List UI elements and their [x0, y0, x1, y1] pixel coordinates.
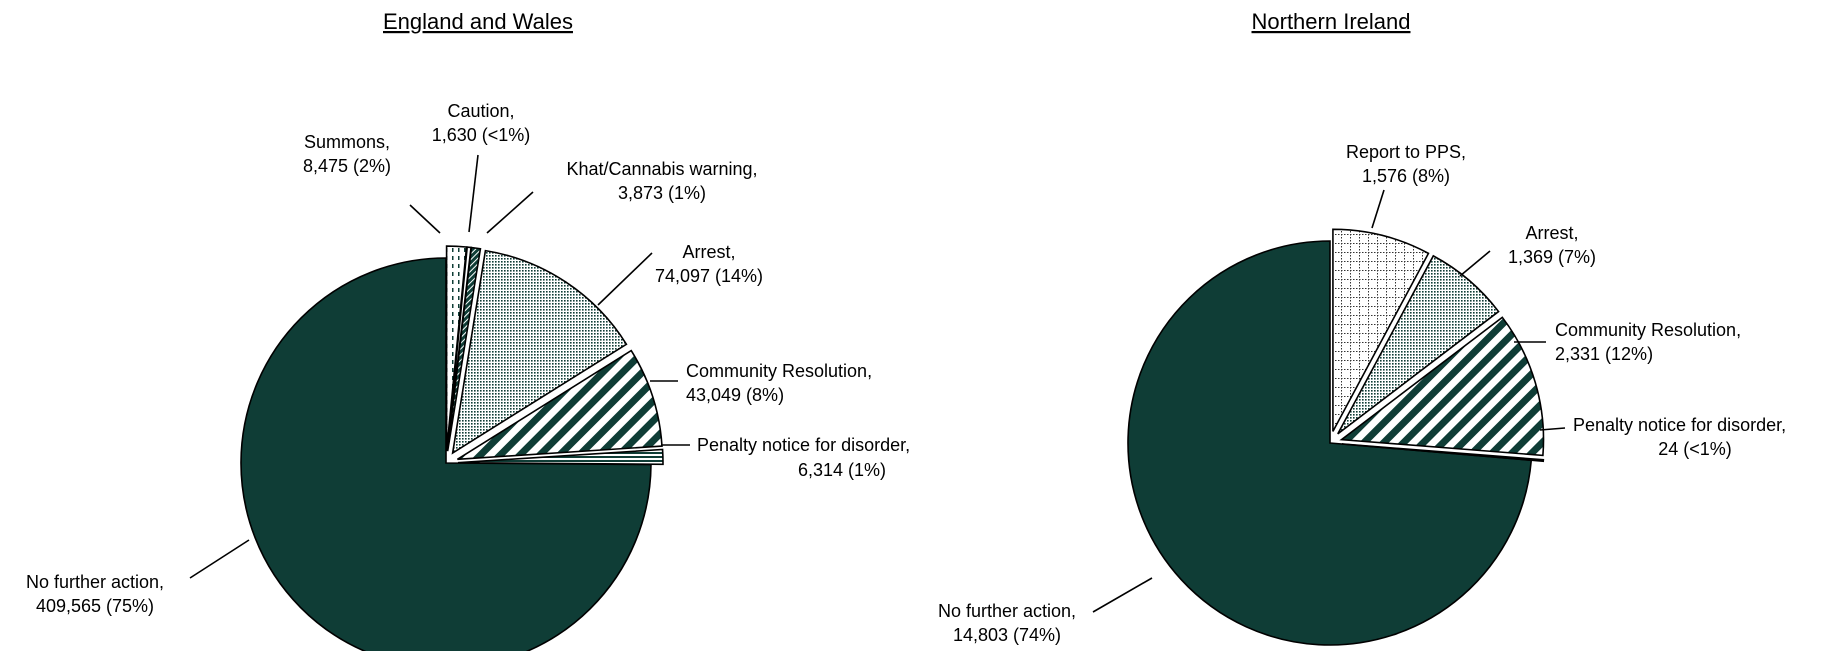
- leader-ni-pps: [1371, 189, 1385, 229]
- pie-slice-ni-report-to-pps: [1332, 228, 1430, 432]
- pie-slice-ew-arrest: [451, 249, 628, 455]
- svg-text:Caution,: Caution,: [447, 101, 514, 121]
- pie-slice-ew-community-resolution: [456, 349, 663, 461]
- leader-ni-penalty: [1539, 427, 1566, 431]
- svg-text:Community Resolution,: Community Resolution,: [686, 361, 872, 381]
- label-ew-khat-cannabis-warning: Khat/Cannabis warning, 3,873 (1%): [566, 159, 757, 203]
- chart-title-england-and-wales: England and Wales: [383, 9, 573, 34]
- svg-text:Arrest,: Arrest,: [1525, 223, 1578, 243]
- svg-text:2,331 (12%): 2,331 (12%): [1555, 344, 1653, 364]
- svg-text:14,803 (74%): 14,803 (74%): [953, 625, 1061, 645]
- pie-slice-ew-penalty-notice-for-disorder: [457, 448, 664, 466]
- svg-text:Report to PPS,: Report to PPS,: [1346, 142, 1466, 162]
- pie-slice-ew-no-further-action: [240, 257, 652, 651]
- svg-text:No further action,: No further action,: [26, 572, 164, 592]
- svg-text:1,576 (8%): 1,576 (8%): [1362, 166, 1450, 186]
- svg-text:3,873 (1%): 3,873 (1%): [618, 183, 706, 203]
- svg-text:1,630 (<1%): 1,630 (<1%): [432, 125, 531, 145]
- svg-text:Khat/Cannabis warning,: Khat/Cannabis warning,: [566, 159, 757, 179]
- leader-ew-arrest: [597, 252, 653, 306]
- svg-text:43,049 (8%): 43,049 (8%): [686, 385, 784, 405]
- leader-ew-khat: [486, 191, 534, 234]
- label-ew-community-resolution: Community Resolution, 43,049 (8%): [686, 361, 872, 405]
- label-ew-summons: Summons, 8,475 (2%): [303, 132, 391, 176]
- svg-text:24 (<1%): 24 (<1%): [1658, 439, 1732, 459]
- svg-text:6,314 (1%): 6,314 (1%): [798, 460, 886, 480]
- svg-text:Community Resolution,: Community Resolution,: [1555, 320, 1741, 340]
- svg-text:Penalty notice for disorder,: Penalty notice for disorder,: [1573, 415, 1786, 435]
- svg-text:1,369 (7%): 1,369 (7%): [1508, 247, 1596, 267]
- leader-ni-arrest: [1459, 250, 1491, 277]
- pie-slice-ni-arrest: [1337, 254, 1500, 435]
- pie-england-and-wales: [240, 245, 664, 651]
- svg-text:74,097 (14%): 74,097 (14%): [655, 266, 763, 286]
- label-ew-arrest: Arrest, 74,097 (14%): [655, 242, 763, 286]
- pie-slice-ni-penalty-notice-for-disorder: [1341, 443, 1545, 463]
- label-ew-no-further-action: No further action, 409,565 (75%): [26, 572, 164, 616]
- leader-ew-caution: [468, 154, 479, 233]
- label-ni-no-further-action: No further action, 14,803 (74%): [938, 601, 1076, 645]
- pie-slice-ni-community-resolution: [1339, 316, 1545, 457]
- svg-text:No further action,: No further action,: [938, 601, 1076, 621]
- svg-text:8,475 (2%): 8,475 (2%): [303, 156, 391, 176]
- pie-northern-ireland: [1127, 228, 1545, 646]
- leader-ew-nfa: [189, 539, 250, 579]
- leader-ni-nfa: [1092, 577, 1153, 613]
- label-ni-report-to-pps: Report to PPS, 1,576 (8%): [1346, 142, 1466, 186]
- label-ni-community-resolution: Community Resolution, 2,331 (12%): [1555, 320, 1741, 364]
- svg-text:Summons,: Summons,: [304, 132, 390, 152]
- svg-text:Arrest,: Arrest,: [682, 242, 735, 262]
- label-ew-penalty-notice: Penalty notice for disorder, 6,314 (1%): [697, 435, 910, 480]
- svg-text:409,565 (75%): 409,565 (75%): [36, 596, 154, 616]
- label-ni-arrest: Arrest, 1,369 (7%): [1508, 223, 1596, 267]
- label-ew-caution: Caution, 1,630 (<1%): [432, 101, 531, 145]
- leader-ew-summons: [409, 204, 441, 234]
- chart-title-northern-ireland: Northern Ireland: [1252, 9, 1411, 34]
- leader-lines: [189, 154, 1566, 613]
- svg-text:Penalty notice for disorder,: Penalty notice for disorder,: [697, 435, 910, 455]
- label-ni-penalty-notice: Penalty notice for disorder, 24 (<1%): [1573, 415, 1786, 459]
- pie-slice-ew-khat-cannabis-warning: [446, 246, 482, 452]
- pie-slice-ni-no-further-action: [1127, 240, 1533, 646]
